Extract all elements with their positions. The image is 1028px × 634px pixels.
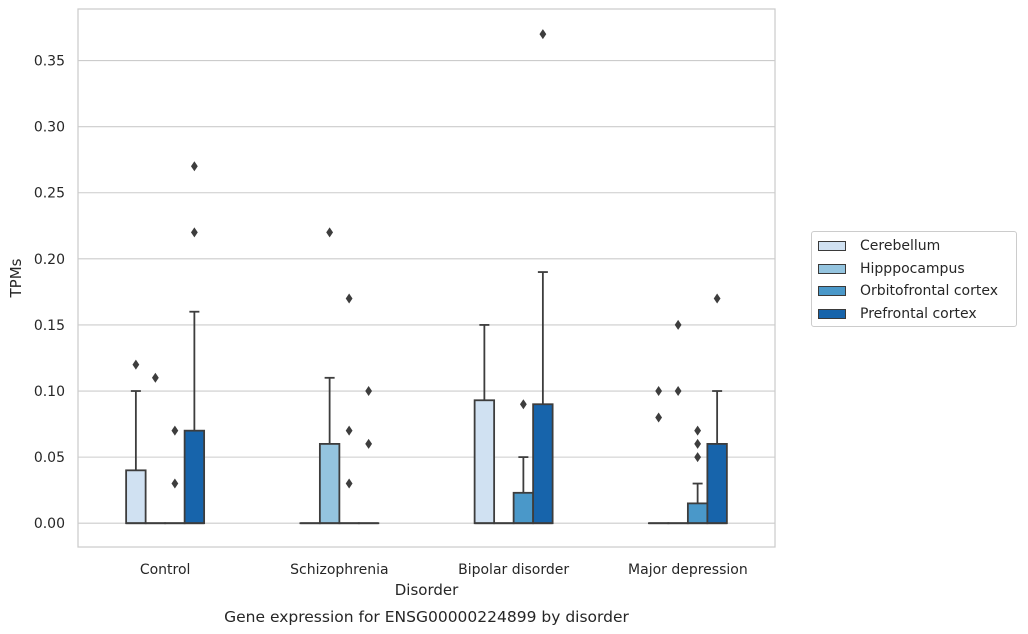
chart-title: Gene expression for ENSG00000224899 by d… (224, 608, 629, 626)
legend-item-cerebellum: Cerebellum (818, 235, 1016, 258)
legend-label-cerebellum: Cerebellum (860, 238, 941, 255)
outlier-point (151, 372, 159, 383)
plot-area-frame (77, 8, 776, 548)
box-groups (125, 29, 728, 525)
outlier-point (190, 161, 198, 172)
legend-label-prefrontal-cortex: Prefrontal cortex (860, 305, 977, 322)
outlier-point (694, 452, 702, 463)
y-tick-label: 0.00 (34, 516, 65, 532)
y-tick-label: 0.15 (34, 318, 65, 334)
outlier-point (345, 478, 353, 489)
box (686, 502, 709, 525)
outlier-point (171, 425, 179, 436)
outlier-point (674, 319, 682, 330)
outlier-point (345, 293, 353, 304)
y-tick-labels: 0.00 0.05 0.10 0.15 0.20 0.25 0.30 0.35 (34, 54, 65, 533)
box (125, 469, 147, 525)
x-tick-labels: Control Schizophrenia Bipolar disorder Majo… (140, 562, 748, 578)
legend-swatch-hippocampus (818, 263, 846, 274)
box (706, 442, 728, 525)
x-tick-label: Control (140, 562, 191, 578)
box (183, 429, 206, 525)
outlier-point (713, 293, 721, 304)
outlier-point (365, 386, 373, 397)
outlier-point (519, 399, 527, 410)
legend-swatch-orbitofrontal-cortex (818, 286, 846, 297)
outlier-point (694, 425, 702, 436)
x-tick-label: Bipolar disorder (458, 562, 569, 578)
y-axis-label: TPMs (7, 258, 25, 298)
legend-swatch-prefrontal-cortex (818, 308, 846, 319)
x-axis-label: Disorder (395, 581, 459, 599)
legend-item-orbitofrontal-cortex: Orbitofrontal cortex (818, 280, 1016, 303)
legend-label-orbitofrontal-cortex: Orbitofrontal cortex (860, 283, 998, 300)
grid-lines (78, 60, 775, 524)
outlier-point (365, 438, 373, 449)
outlier-point (539, 29, 547, 40)
outlier-point (171, 478, 179, 489)
box (473, 399, 496, 525)
outlier-point (674, 386, 682, 397)
y-tick-label: 0.05 (34, 450, 65, 466)
y-tick-label: 0.20 (34, 252, 65, 268)
legend-swatch-cerebellum (818, 241, 846, 252)
y-tick-label: 0.35 (34, 54, 65, 70)
outlier-point (190, 227, 198, 238)
outlier-point (132, 359, 140, 370)
outlier-point (345, 425, 353, 436)
outlier-point (326, 227, 334, 238)
y-tick-label: 0.25 (34, 186, 65, 202)
legend-item-hippocampus: Hipppocampus (818, 258, 1016, 281)
legend-label-hippocampus: Hipppocampus (860, 260, 965, 277)
box (532, 403, 554, 525)
outlier-point (655, 412, 663, 423)
outlier-point (694, 438, 702, 449)
outlier-point (655, 386, 663, 397)
x-tick-label: Major depression (628, 562, 748, 578)
x-tick-label: Schizophrenia (290, 562, 388, 578)
y-tick-label: 0.30 (34, 120, 65, 136)
legend: Cerebellum Hipppocampus Orbitofrontal co… (811, 231, 1017, 327)
box (512, 491, 535, 525)
box (318, 442, 341, 525)
legend-item-prefrontal-cortex: Prefrontal cortex (818, 303, 1016, 326)
y-tick-label: 0.10 (34, 384, 65, 400)
